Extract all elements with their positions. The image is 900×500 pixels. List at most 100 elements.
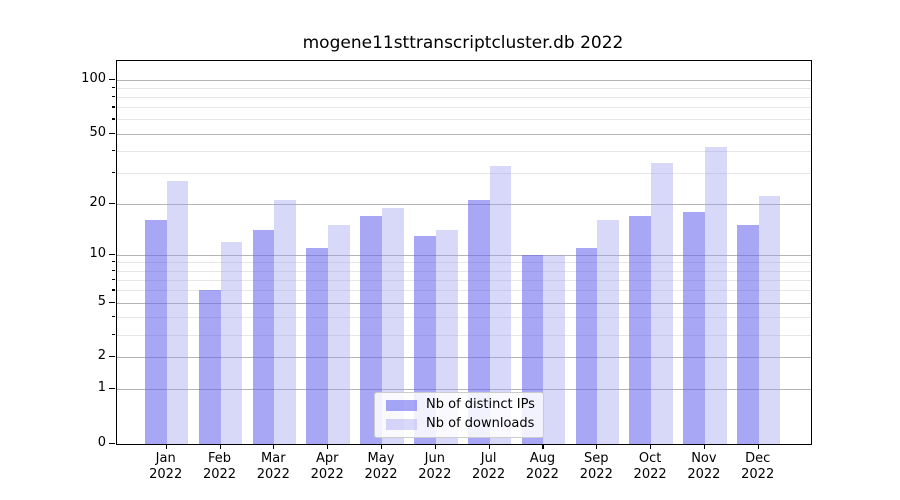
xtick-label-jul: Jul 2022 [472, 451, 506, 482]
xtick-label-apr: Apr 2022 [310, 451, 344, 482]
ytick-minor-mark-80 [112, 96, 115, 98]
chart-title: mogene11sttranscriptcluster.db 2022 [302, 33, 624, 53]
xtick-mark-jun [434, 444, 436, 449]
bar-downloads-aug [543, 254, 566, 444]
xtick-mark-oct [650, 444, 652, 449]
legend-label-distinct-ips: Nb of distinct IPs [426, 397, 535, 412]
ytick-minor-mark-7 [112, 278, 115, 280]
gridline-2 [117, 357, 811, 359]
xtick-label-sep: Sep 2022 [579, 451, 613, 482]
xtick-mark-feb [219, 444, 221, 449]
gridline-50 [117, 133, 811, 135]
xtick-label-jan: Jan 2022 [149, 451, 183, 482]
ytick-mark-0 [109, 443, 115, 445]
legend-label-downloads: Nb of downloads [426, 416, 535, 431]
gridline-minor-3 [117, 334, 811, 336]
bar-distinct-ips-jul [467, 199, 490, 444]
ytick-minor-mark-8 [112, 269, 115, 271]
bar-distinct-ips-sep [575, 247, 598, 444]
ytick-minor-mark-90 [112, 86, 115, 88]
xtick-label-aug: Aug 2022 [525, 451, 559, 482]
ytick-mark-20 [109, 202, 115, 204]
bar-downloads-jul [489, 165, 512, 444]
gridline-20 [117, 203, 811, 205]
gridline-minor-80 [117, 97, 811, 98]
bar-distinct-ips-oct [629, 215, 652, 444]
gridline-1 [117, 389, 811, 391]
ytick-label-20: 20 [89, 194, 106, 210]
ytick-minor-mark-40 [112, 149, 115, 151]
bar-distinct-ips-nov [683, 211, 705, 444]
ytick-minor-mark-4 [112, 315, 115, 318]
xtick-label-mar: Mar 2022 [256, 451, 290, 482]
gridline-minor-40 [117, 150, 811, 152]
bar-downloads-oct [651, 163, 673, 444]
ytick-mark-2 [109, 356, 115, 358]
ytick-minor-mark-30 [112, 171, 115, 174]
gridline-minor-90 [117, 87, 811, 89]
bar-distinct-ips-jun [414, 235, 436, 444]
plot-area: Nb of distinct IPs Nb of downloads [116, 60, 812, 445]
ytick-label-0: 0 [97, 435, 106, 450]
gridline-minor-8 [117, 270, 811, 272]
xtick-label-oct: Oct 2022 [633, 451, 667, 482]
bar-distinct-ips-may [360, 215, 382, 444]
xtick-mark-apr [327, 444, 329, 449]
ytick-label-2: 2 [97, 348, 106, 364]
xtick-label-dec: Dec 2022 [741, 451, 775, 482]
xtick-label-may: May 2022 [364, 451, 398, 482]
bar-distinct-ips-jan [145, 220, 167, 444]
legend-swatch-distinct-ips [386, 400, 417, 411]
ytick-minor-mark-60 [112, 118, 115, 120]
ytick-minor-mark-3 [112, 333, 115, 335]
gridline-minor-60 [117, 119, 811, 121]
ytick-label-10: 10 [89, 245, 106, 261]
xtick-mark-sep [596, 444, 598, 449]
xtick-mark-jan [165, 444, 167, 449]
xtick-mark-mar [273, 444, 275, 449]
ytick-minor-mark-70 [112, 106, 115, 108]
gridline-minor-70 [117, 107, 811, 109]
gridline-minor-4 [117, 316, 811, 318]
bar-distinct-ips-feb [198, 290, 221, 444]
ytick-mark-5 [109, 301, 115, 303]
gridline-minor-7 [117, 279, 811, 281]
xtick-mark-may [381, 444, 383, 449]
bar-downloads-jan [166, 180, 189, 444]
ytick-mark-100 [109, 78, 115, 80]
bar-downloads-mar [274, 199, 297, 444]
ytick-mark-1 [109, 388, 115, 390]
xtick-label-feb: Feb 2022 [202, 451, 237, 482]
bar-downloads-apr [328, 225, 350, 444]
gridline-100 [117, 79, 811, 81]
gridline-minor-30 [117, 172, 811, 174]
bar-distinct-ips-dec [737, 225, 759, 444]
ytick-mark-50 [109, 132, 115, 134]
bar-downloads-jun [435, 230, 458, 444]
xtick-mark-jul [488, 444, 490, 449]
bar-downloads-may [382, 207, 404, 444]
ytick-label-50: 50 [89, 124, 106, 140]
legend-row-downloads: Nb of downloads [375, 415, 543, 434]
legend-swatch-downloads [386, 419, 417, 430]
bar-downloads-nov [704, 147, 727, 444]
bar-downloads-sep [597, 220, 620, 444]
bar-distinct-ips-mar [252, 230, 275, 444]
xtick-mark-dec [757, 444, 759, 449]
xtick-label-jun: Jun 2022 [418, 451, 452, 482]
ytick-minor-mark-6 [112, 289, 115, 291]
ytick-minor-mark-9 [112, 261, 115, 263]
chart-legend: Nb of distinct IPs Nb of downloads [374, 392, 544, 438]
bar-downloads-dec [758, 196, 781, 444]
ytick-label-1: 1 [97, 380, 106, 396]
legend-row-distinct-ips: Nb of distinct IPs [375, 396, 543, 415]
gridline-10 [117, 254, 811, 256]
ytick-mark-10 [109, 253, 115, 255]
gridline-minor-6 [117, 290, 811, 292]
xtick-mark-nov [703, 444, 706, 449]
bar-downloads-feb [220, 241, 243, 444]
bar-distinct-ips-apr [306, 247, 329, 444]
gridline-minor-9 [117, 262, 811, 264]
ytick-label-5: 5 [97, 293, 106, 309]
